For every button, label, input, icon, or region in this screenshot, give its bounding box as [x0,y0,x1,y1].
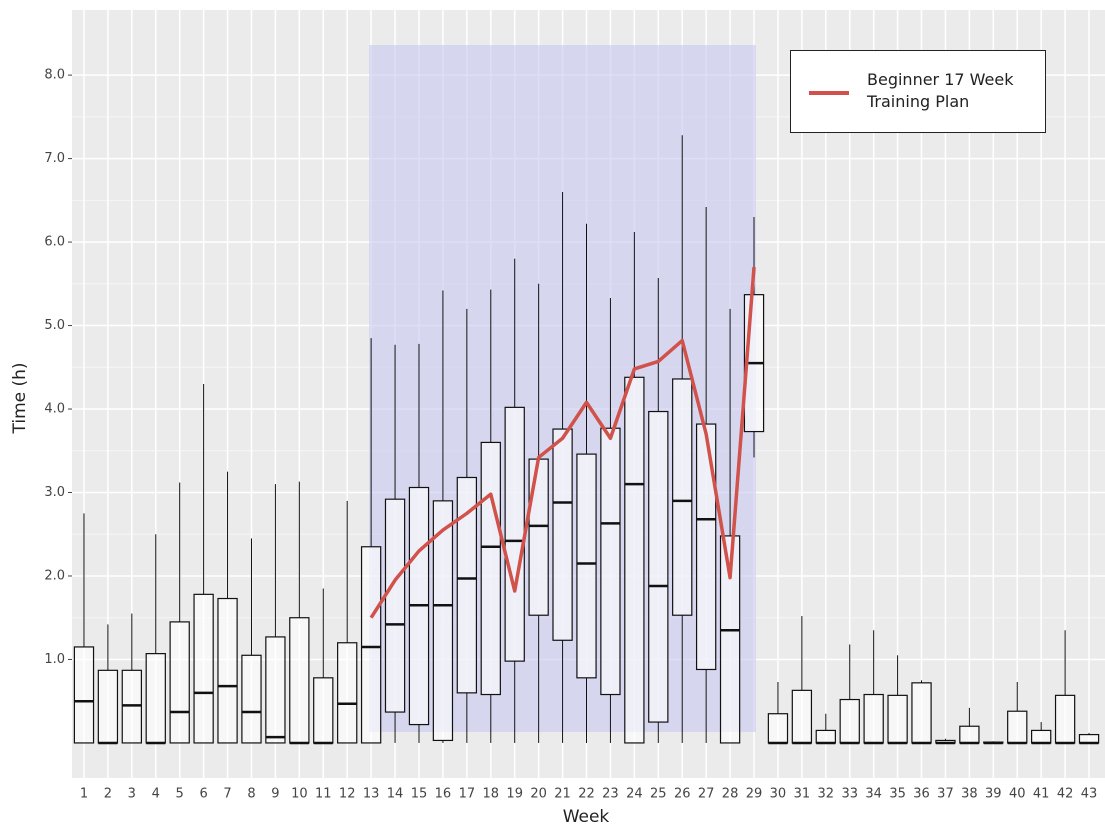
x-tick-label: 23 [602,787,619,802]
box [384,498,406,713]
box [863,693,884,744]
box [600,427,621,696]
box [839,698,860,744]
x-tick-label: 9 [271,787,279,802]
box [432,500,454,742]
box [767,713,789,744]
series-line [369,266,756,619]
x-tick-label: 10 [291,787,308,802]
x-tick-label: 26 [674,787,691,802]
box [217,597,238,744]
x-tick-label: 27 [698,787,715,802]
box [337,642,358,744]
x-tick-label: 17 [459,787,476,802]
y-tick-label: 1.0 [44,652,65,667]
box [695,423,717,671]
x-tick-label: 28 [722,787,739,802]
x-tick-label: 1 [80,787,88,802]
x-tick-label: 29 [746,787,763,802]
box [504,406,525,662]
x-tick-label: 32 [818,787,835,802]
box [1007,710,1028,744]
box [887,694,908,744]
x-tick-label: 40 [1009,787,1026,802]
x-tick-label: 14 [387,787,404,802]
box [576,453,597,679]
x-tick-label: 11 [315,787,332,802]
x-tick-label: 33 [841,787,858,802]
x-tick-label: 38 [961,787,978,802]
y-tick-label: 3.0 [44,485,65,500]
y-tick-label: 5.0 [44,318,65,333]
box [624,376,645,744]
x-tick-label: 2 [104,787,112,802]
box [719,535,741,744]
box [528,458,549,616]
box [169,621,190,744]
box [672,378,693,616]
x-tick-label: 20 [530,787,547,802]
x-tick-label: 21 [554,787,571,802]
x-tick-label: 31 [794,787,811,802]
box [1054,694,1076,744]
legend-label: Beginner 17 Week Training Plan [867,70,1014,111]
x-tick-label: 19 [506,787,523,802]
y-tick-label: 7.0 [44,151,65,166]
x-tick-label: 4 [152,787,160,802]
x-tick-label: 22 [578,787,595,802]
box [265,636,286,744]
x-tick-label: 7 [223,787,231,802]
box [97,669,119,744]
box [289,617,310,744]
x-tick-label: 8 [247,787,255,802]
x-tick-label: 24 [626,787,643,802]
x-tick-label: 30 [770,787,787,802]
box [456,476,478,694]
box [313,677,334,744]
x-tick-label: 25 [650,787,667,802]
box [193,593,214,744]
y-axis-title: Time (h) [10,362,30,434]
box [552,428,573,641]
box [360,546,382,744]
box [73,646,95,744]
x-tick-label: 43 [1081,787,1098,802]
x-tick-label: 41 [1033,787,1050,802]
box [815,729,836,744]
y-tick-label: 8.0 [44,68,65,83]
x-tick-label: 15 [411,787,428,802]
box [959,725,980,744]
x-tick-label: 18 [483,787,500,802]
box [121,669,142,744]
box [1078,733,1100,744]
x-tick-label: 5 [176,787,184,802]
legend: Beginner 17 Week Training Plan [790,50,1046,133]
x-tick-label: 13 [363,787,380,802]
x-axis-title: Week [563,807,610,827]
box [648,410,669,723]
box [791,689,813,744]
x-tick-label: 34 [865,787,882,802]
x-tick-label: 16 [435,787,452,802]
x-tick-label: 6 [199,787,207,802]
box [1031,729,1052,744]
box [480,441,501,696]
legend-swatch [809,91,849,95]
x-tick-label: 37 [937,787,954,802]
x-tick-label: 3 [128,787,136,802]
x-tick-label: 36 [913,787,930,802]
x-tick-label: 42 [1057,787,1074,802]
y-tick-label: 6.0 [44,235,65,250]
x-tick-label: 12 [339,787,356,802]
box [241,654,262,744]
x-tick-label: 39 [985,787,1002,802]
y-tick-label: 4.0 [44,402,65,417]
box [911,682,932,744]
box [145,653,166,744]
y-tick-label: 2.0 [44,568,65,583]
x-tick-label: 35 [889,787,906,802]
